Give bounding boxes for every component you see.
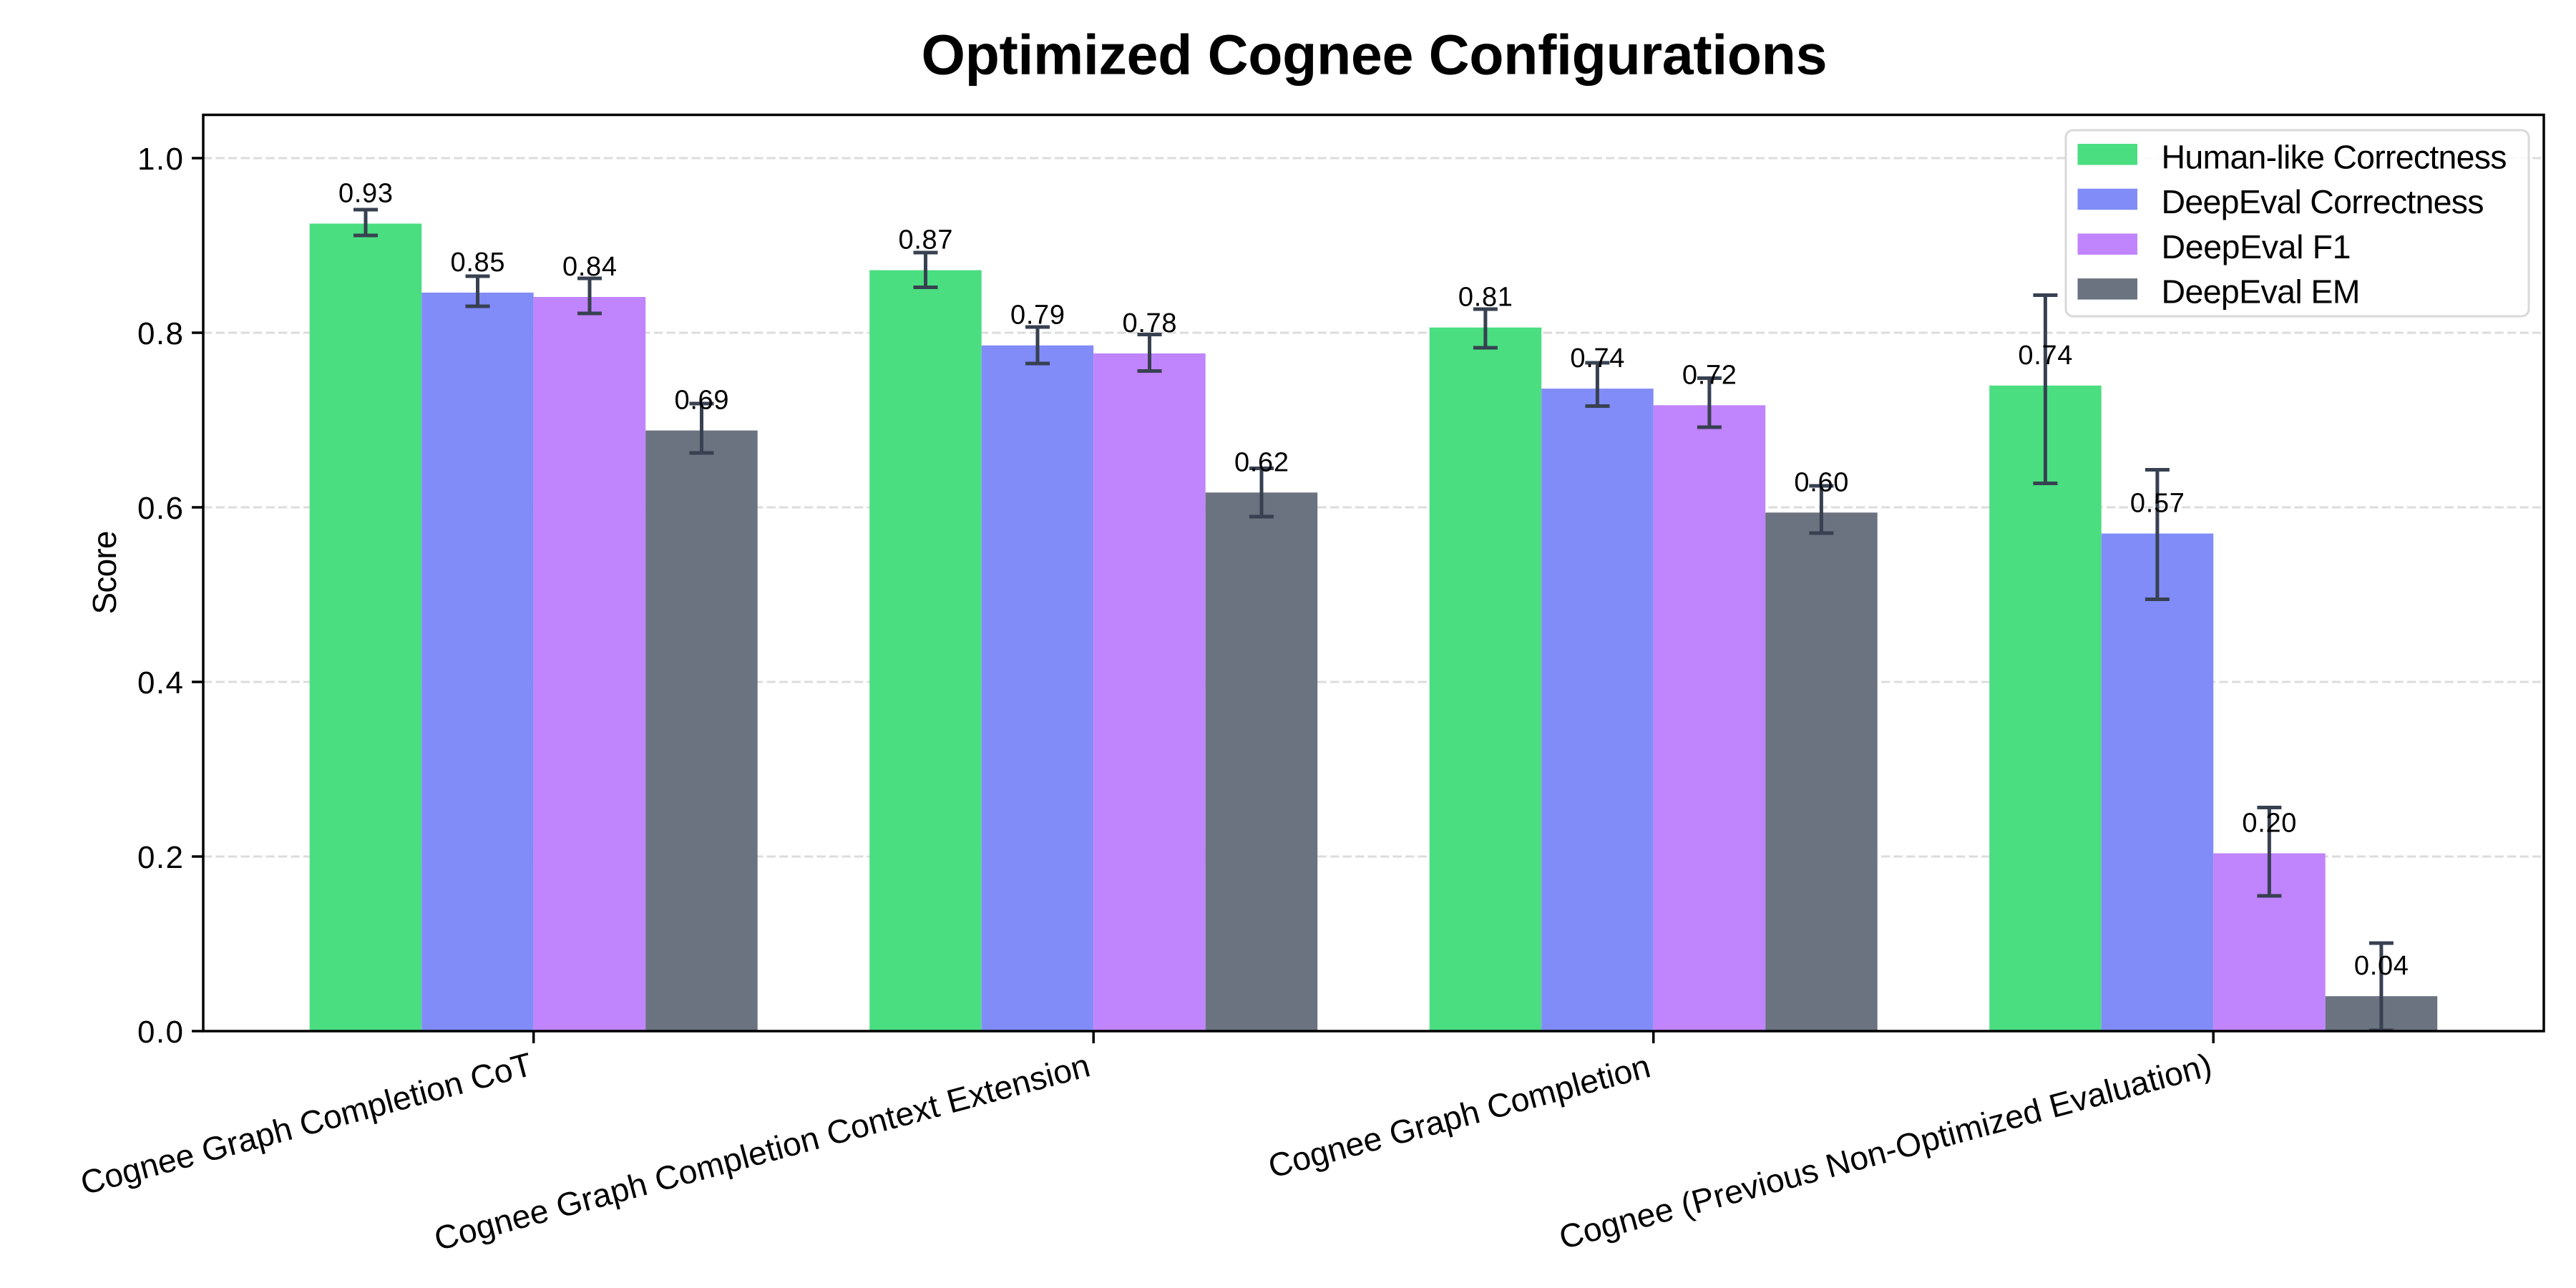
svg-text:0.78: 0.78 [1123, 308, 1177, 338]
svg-text:0.4: 0.4 [137, 665, 183, 701]
svg-text:0.62: 0.62 [1234, 447, 1289, 477]
svg-text:0.57: 0.57 [2130, 489, 2185, 519]
svg-text:0.60: 0.60 [1794, 467, 1848, 497]
svg-text:0.04: 0.04 [2354, 951, 2409, 981]
svg-text:0.72: 0.72 [1682, 360, 1737, 390]
svg-text:DeepEval Correctness: DeepEval Correctness [2162, 183, 2484, 220]
svg-text:1.0: 1.0 [137, 142, 183, 177]
svg-text:0.8: 0.8 [137, 316, 183, 351]
svg-text:0.69: 0.69 [675, 386, 729, 416]
svg-text:0.0: 0.0 [137, 1015, 183, 1050]
svg-text:0.74: 0.74 [2018, 341, 2072, 371]
svg-text:0.20: 0.20 [2242, 809, 2296, 839]
svg-text:0.2: 0.2 [137, 840, 183, 875]
svg-text:0.74: 0.74 [1570, 343, 1624, 374]
svg-text:Score: Score [86, 531, 123, 615]
svg-text:0.81: 0.81 [1458, 283, 1513, 313]
svg-text:0.84: 0.84 [562, 252, 617, 282]
svg-text:0.79: 0.79 [1010, 301, 1065, 331]
svg-text:0.87: 0.87 [899, 225, 953, 255]
svg-text:0.85: 0.85 [451, 248, 505, 278]
svg-text:DeepEval EM: DeepEval EM [2162, 273, 2361, 311]
svg-text:0.6: 0.6 [137, 491, 183, 526]
svg-text:DeepEval F1: DeepEval F1 [2162, 228, 2351, 265]
svg-text:Optimized Cognee Configuration: Optimized Cognee Configurations [922, 23, 1828, 87]
svg-text:Human-like Correctness: Human-like Correctness [2162, 139, 2507, 176]
svg-text:0.93: 0.93 [338, 179, 393, 209]
